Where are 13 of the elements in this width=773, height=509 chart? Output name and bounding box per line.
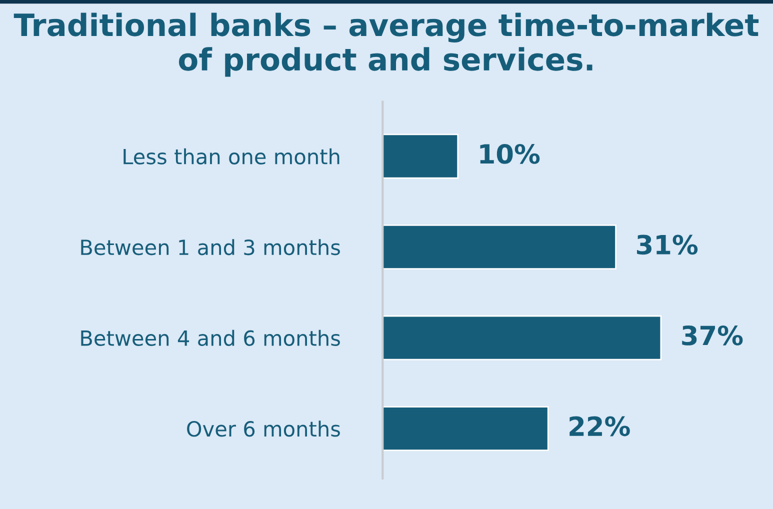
data-label: 37% [682, 325, 743, 346]
data-label: 10% [480, 144, 540, 164]
y-tick-label: Between 1 and 3 months [81, 239, 340, 256]
y-tick-label: Between 4 and 6 months [81, 330, 340, 346]
data-label: 31% [637, 234, 698, 255]
y-tick-label: Over 6 months [187, 420, 340, 437]
y-tick-label: Less than one month [124, 148, 340, 164]
bar [382, 406, 549, 452]
chart-title: Traditional banks – average time-to-market of product and services. [14, 12, 759, 77]
bar [382, 224, 616, 270]
bar [382, 134, 459, 179]
data-label: 22% [570, 416, 630, 436]
bar [382, 315, 662, 360]
